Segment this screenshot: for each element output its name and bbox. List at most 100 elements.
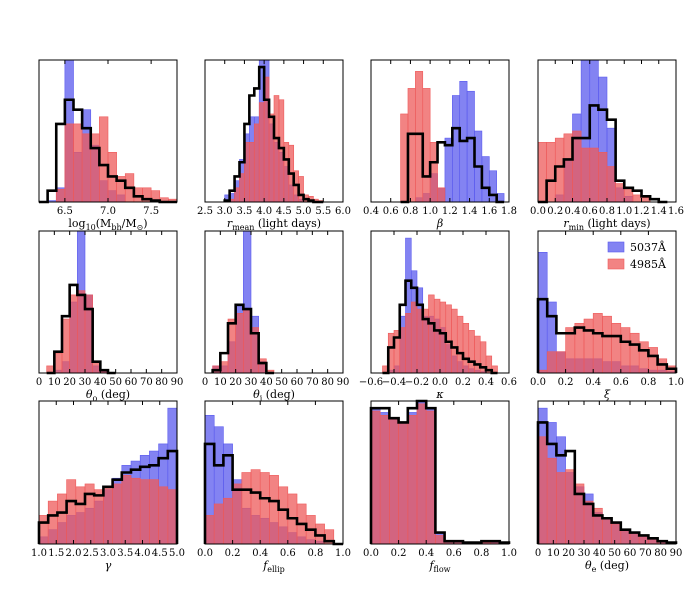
bar-fellip-s1-2 <box>223 497 233 545</box>
bar-gamma-s1-10 <box>130 477 141 545</box>
step-outline-theta_e <box>536 421 678 544</box>
bar-rmean-s1-7 <box>258 102 265 203</box>
tick-label-gamma-6: 4.0 <box>135 548 151 559</box>
tick-label-fflow-1: 0.2 <box>391 548 407 559</box>
tick-label-theta_i-8: 80 <box>321 377 334 388</box>
tick-label-xi-4: 0.8 <box>640 377 656 388</box>
axis-label-fflow: fflow <box>428 559 450 574</box>
tick-label-rmin-4: 0.8 <box>599 206 615 217</box>
bar-fflow-s1-7 <box>435 535 445 545</box>
tick-label-beta-6: 1.6 <box>481 206 497 217</box>
tick-label-theta_e-5: 50 <box>608 548 621 559</box>
tick-label-theta_o-4: 40 <box>94 377 107 388</box>
step-outline-rmin <box>538 104 668 204</box>
tick-label-rmin-2: 0.4 <box>565 206 581 217</box>
tick-label-fflow-3: 0.6 <box>446 548 462 559</box>
tick-label-beta-3: 1.0 <box>422 206 438 217</box>
tick-label-mbh-0: 6.5 <box>57 206 73 217</box>
tick-label-theta_i-7: 70 <box>306 377 319 388</box>
tick-label-gamma-3: 2.5 <box>83 548 99 559</box>
tick-label-xi-1: 0.2 <box>558 377 574 388</box>
tick-label-beta-2: 0.8 <box>402 206 418 217</box>
tick-label-kappa-4: 0.2 <box>455 377 471 388</box>
panel-frame-theta_o <box>38 230 178 374</box>
panel-frame-theta_e <box>537 400 677 545</box>
tick-label-theta_o-6: 60 <box>125 377 138 388</box>
panel-gamma: 1.0 1.5 2.0 2.5 3.0 3.5 4.0 4.5 5.0 γ <box>31 400 185 572</box>
panel-fflow: 0.0 0.2 0.4 0.6 0.8 1.0 fflow <box>363 399 517 574</box>
step-outline-theta_o <box>46 283 116 375</box>
bar-beta-s0-7 <box>452 95 461 203</box>
bar-kappa-s1-14 <box>462 322 470 374</box>
bar-gamma-s1-11 <box>139 479 150 545</box>
axis-label-xi: ξ <box>604 388 611 401</box>
axis-label-gamma: γ <box>105 559 112 572</box>
tick-label-kappa-0: −0.6 <box>359 377 383 388</box>
bar-theta_e-s1-8 <box>611 523 622 545</box>
bar-xi-s1-9 <box>620 327 631 374</box>
axis-label-theta_i: θi (deg) <box>253 388 295 403</box>
tick-label-theta_e-6: 60 <box>624 548 637 559</box>
tick-label-fellip-4: 0.8 <box>307 548 323 559</box>
bar-xi-s1-11 <box>638 341 649 374</box>
bar-rmin-s1-6 <box>589 147 599 203</box>
tick-label-theta_e-2: 20 <box>562 548 575 559</box>
tick-label-theta_o-1: 10 <box>48 377 61 388</box>
tick-label-rmin-1: 0.2 <box>547 206 563 217</box>
axis-label-theta_o: θo (deg) <box>86 388 130 403</box>
panel-frame-fflow <box>370 400 510 545</box>
bar-kappa-s1-15 <box>468 330 475 374</box>
panel-theta_e: 0 10 20 30 40 50 60 70 80 90 θe (deg) <box>535 400 682 574</box>
bar-kappa-s1-8 <box>428 294 435 374</box>
tick-label-rmean-5: 5.0 <box>296 206 312 217</box>
tick-label-fflow-4: 0.8 <box>473 548 489 559</box>
axis-label-beta: β <box>436 217 443 230</box>
tick-label-gamma-1: 1.5 <box>48 548 64 559</box>
bar-gamma-s1-4 <box>75 486 86 545</box>
axis-label-mbh: log10(Mbh/M⊙) <box>68 217 147 232</box>
tick-label-xi-5: 1.0 <box>668 377 684 388</box>
bar-mbh-s1-3 <box>64 123 74 203</box>
bar-fflow-s1-2 <box>389 417 399 545</box>
tick-label-theta_i-5: 50 <box>275 377 288 388</box>
bar-kappa-s1-9 <box>433 298 441 374</box>
bar-rmin-s1-5 <box>580 147 591 203</box>
panel-rmin: 0.0 0.2 0.4 0.6 0.8 1.0 1.2 1.4 1.6 rmin (light d… <box>530 59 684 232</box>
bar-gamma-s1-1 <box>47 500 58 545</box>
tick-label-theta_i-6: 60 <box>291 377 304 388</box>
tick-label-theta_i-4: 40 <box>260 377 273 388</box>
bar-theta_e-s1-2 <box>556 472 566 545</box>
legend: 5037Å 4985Å <box>607 240 667 271</box>
bar-gamma-s1-13 <box>158 486 169 545</box>
legend-label-1: 4985Å <box>630 257 667 271</box>
tick-label-rmean-4: 4.5 <box>276 206 292 217</box>
legend-label-0: 5037Å <box>630 240 667 254</box>
tick-label-fellip-1: 0.2 <box>225 548 241 559</box>
tick-label-theta_i-3: 30 <box>245 377 258 388</box>
bar-kappa-s1-13 <box>456 315 464 374</box>
tick-label-rmin-5: 1.0 <box>616 206 632 217</box>
tick-label-fflow-5: 1.0 <box>501 548 517 559</box>
bar-xi-s0-0 <box>537 252 548 374</box>
bar-theta_e-s1-9 <box>620 529 631 545</box>
tick-label-theta_e-0: 0 <box>535 548 541 559</box>
tick-label-theta_e-7: 70 <box>639 548 652 559</box>
axis-label-rmin: rmin (light days) <box>563 217 650 232</box>
bar-fellip-s1-12 <box>315 523 325 545</box>
bar-gamma-s1-6 <box>93 489 104 545</box>
bar-fellip-s1-8 <box>278 486 289 545</box>
tick-label-theta_o-8: 80 <box>155 377 168 388</box>
step-outline-xi <box>536 297 678 373</box>
bar-theta_e-s1-1 <box>546 457 557 545</box>
tick-label-kappa-5: 0.4 <box>478 377 494 388</box>
tick-label-theta_i-9: 90 <box>337 377 350 388</box>
bar-fellip-s1-4 <box>241 472 252 545</box>
tick-label-gamma-5: 3.5 <box>117 548 133 559</box>
tick-label-beta-7: 1.8 <box>501 206 517 217</box>
bar-mbh-s1-4 <box>73 123 83 203</box>
bar-fflow-s1-1 <box>379 414 390 545</box>
panel-beta: 0.4 0.6 0.8 1.0 1.2 1.4 1.6 1.8 β <box>363 59 517 230</box>
bar-xi-s1-1 <box>546 351 557 374</box>
tick-label-theta_o-7: 70 <box>140 377 153 388</box>
